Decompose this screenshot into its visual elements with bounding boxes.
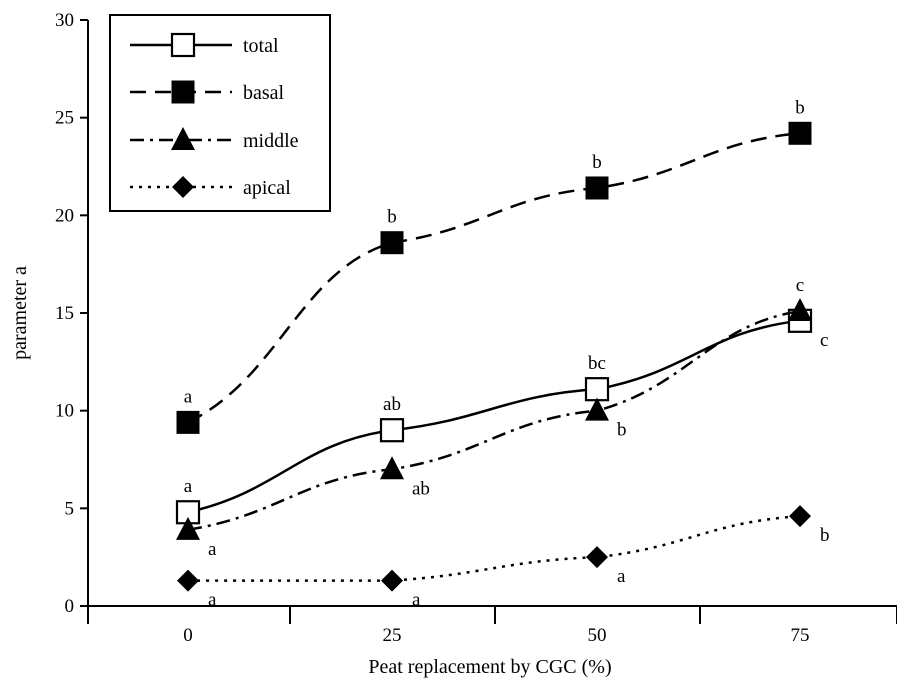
legend-marker-basal bbox=[171, 80, 195, 104]
data-point-basal bbox=[176, 410, 200, 434]
point-label-apical: a bbox=[617, 566, 626, 587]
legend-item-middle: middle bbox=[130, 127, 299, 152]
point-label-apical: a bbox=[412, 590, 421, 611]
series-total bbox=[175, 308, 813, 525]
point-label-basal: b bbox=[387, 207, 397, 228]
x-tick-label: 25 bbox=[383, 625, 402, 646]
series-basal bbox=[176, 121, 812, 434]
data-point-middle bbox=[788, 298, 812, 322]
data-point-total bbox=[584, 377, 610, 402]
point-label-middle: c bbox=[796, 275, 804, 296]
legend-box bbox=[109, 14, 331, 212]
point-label-total: c bbox=[820, 330, 828, 351]
y-tick-label: 5 bbox=[65, 498, 75, 519]
x-axis-title: Peat replacement by CGC (%) bbox=[368, 656, 611, 678]
data-point-apical bbox=[789, 505, 811, 528]
legend-item-basal: basal bbox=[130, 80, 285, 104]
point-label-middle: a bbox=[208, 539, 217, 560]
data-point-middle bbox=[380, 456, 404, 480]
legend-label: apical bbox=[243, 177, 291, 199]
series-middle bbox=[176, 298, 812, 540]
data-point-apical bbox=[586, 546, 608, 569]
legend-marker-apical bbox=[172, 176, 194, 198]
point-label-total: a bbox=[184, 476, 193, 497]
y-tick-label: 15 bbox=[55, 303, 74, 324]
legend-marker-total bbox=[170, 32, 196, 58]
point-label-basal: b bbox=[795, 97, 805, 118]
y-tick-label: 30 bbox=[55, 10, 74, 31]
series-line-total bbox=[187, 319, 801, 514]
data-point-middle bbox=[585, 397, 609, 421]
data-point-basal bbox=[380, 231, 404, 255]
legend-label: total bbox=[243, 35, 279, 57]
legend-marker-middle bbox=[171, 127, 195, 150]
y-tick-label: 0 bbox=[65, 596, 75, 617]
x-tick-label: 0 bbox=[183, 625, 193, 646]
point-label-basal: a bbox=[184, 386, 193, 407]
axes: 0 5 10 15 20 25 30 0 25 50 75 Peat replacement by C… bbox=[9, 10, 897, 678]
data-point-total bbox=[379, 418, 405, 443]
y-tick-label: 25 bbox=[55, 108, 74, 129]
series-layer bbox=[175, 121, 813, 592]
point-label-total: bc bbox=[588, 353, 606, 374]
y-axis-title: parameter a bbox=[9, 266, 31, 360]
data-point-basal bbox=[788, 121, 812, 145]
point-label-apical: b bbox=[820, 525, 830, 546]
y-tick-label: 20 bbox=[55, 205, 74, 226]
data-point-middle bbox=[176, 516, 200, 540]
y-tick-label: 10 bbox=[55, 401, 74, 422]
series-line-middle bbox=[187, 309, 801, 532]
series-line-basal bbox=[187, 132, 801, 424]
series-apical bbox=[177, 505, 811, 592]
point-label-total: ab bbox=[383, 394, 401, 415]
x-tick-label: 75 bbox=[791, 625, 810, 646]
data-point-apical bbox=[177, 569, 199, 592]
x-tick-label: 50 bbox=[588, 625, 607, 646]
legend: total basal middle apical bbox=[109, 14, 331, 212]
point-label-basal: b bbox=[592, 152, 602, 173]
point-label-apical: a bbox=[208, 590, 217, 611]
data-point-apical bbox=[381, 569, 403, 592]
legend-item-total: total bbox=[130, 32, 279, 58]
legend-item-apical: apical bbox=[130, 176, 291, 199]
series-line-apical bbox=[187, 514, 801, 582]
legend-label: middle bbox=[243, 130, 299, 152]
point-label-middle: b bbox=[617, 420, 627, 441]
data-point-basal bbox=[585, 176, 609, 200]
legend-label: basal bbox=[243, 82, 285, 104]
point-label-middle: ab bbox=[412, 478, 430, 499]
